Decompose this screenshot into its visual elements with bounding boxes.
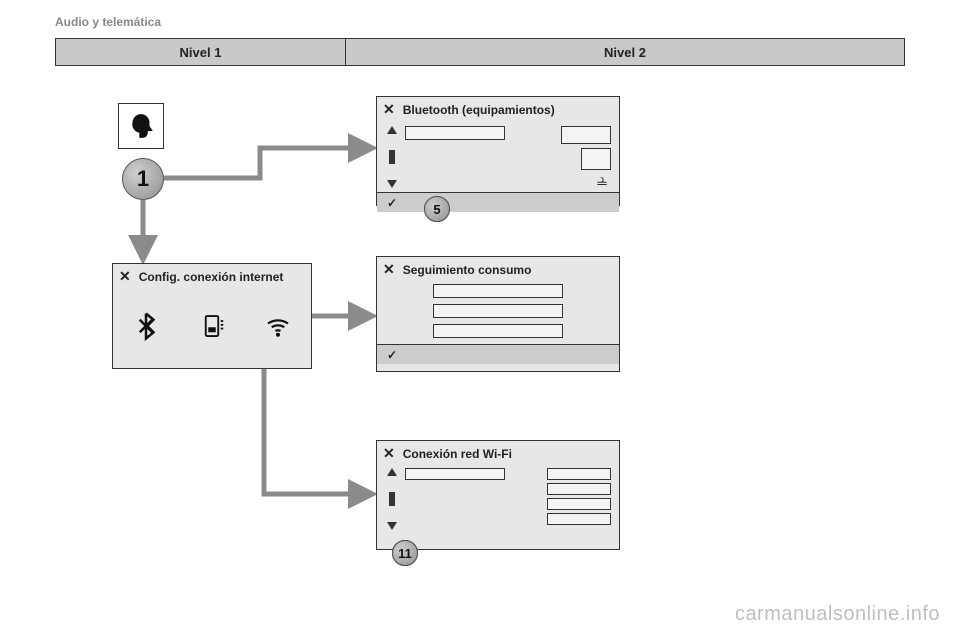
close-icon: ✕ <box>383 261 395 278</box>
cellular-icon <box>197 311 227 341</box>
consumo-field <box>433 284 563 298</box>
bt-field <box>405 126 505 140</box>
page-section-title: Audio y telemática <box>55 15 161 29</box>
bt-field <box>561 126 611 144</box>
scroll-indicator <box>385 126 399 188</box>
confirm-row: ✓ <box>377 192 619 212</box>
wifi-field <box>547 468 611 480</box>
step-circle: 11 <box>392 540 418 566</box>
close-icon: ✕ <box>383 101 395 118</box>
watermark: carmanualsonline.info <box>735 603 940 626</box>
header-col1: Nivel 1 <box>56 39 346 65</box>
wifi-field <box>547 483 611 495</box>
wifi-card: ✕ Conexión red Wi-Fi <box>376 440 620 550</box>
scroll-indicator <box>385 468 399 530</box>
config-card-title: Config. conexión internet <box>139 270 284 284</box>
level-header: Nivel 1 Nivel 2 <box>55 38 905 66</box>
consumo-card-title: Seguimiento consumo <box>403 263 532 277</box>
close-icon: ✕ <box>383 445 395 462</box>
detail-icon <box>593 174 611 188</box>
consumo-field <box>433 304 563 318</box>
config-internet-card: ✕ Config. conexión internet <box>112 263 312 369</box>
bluetooth-card-title: Bluetooth (equipamientos) <box>403 103 555 117</box>
wifi-icon <box>263 311 293 341</box>
voice-head-icon <box>118 103 164 149</box>
header-col2: Nivel 2 <box>346 39 904 65</box>
wifi-field <box>547 498 611 510</box>
bt-field <box>581 148 611 170</box>
step-circle: 5 <box>424 196 450 222</box>
wifi-field <box>405 468 505 480</box>
bluetooth-card: ✕ Bluetooth (equipamientos) ✓ <box>376 96 620 206</box>
consumo-field <box>433 324 563 338</box>
bluetooth-icon <box>131 311 161 341</box>
close-icon: ✕ <box>119 268 131 285</box>
wifi-card-title: Conexión red Wi-Fi <box>403 447 512 461</box>
step-1-circle: 1 <box>122 158 164 200</box>
wifi-field <box>547 513 611 525</box>
consumo-card: ✕ Seguimiento consumo ✓ <box>376 256 620 372</box>
confirm-row: ✓ <box>377 344 619 364</box>
